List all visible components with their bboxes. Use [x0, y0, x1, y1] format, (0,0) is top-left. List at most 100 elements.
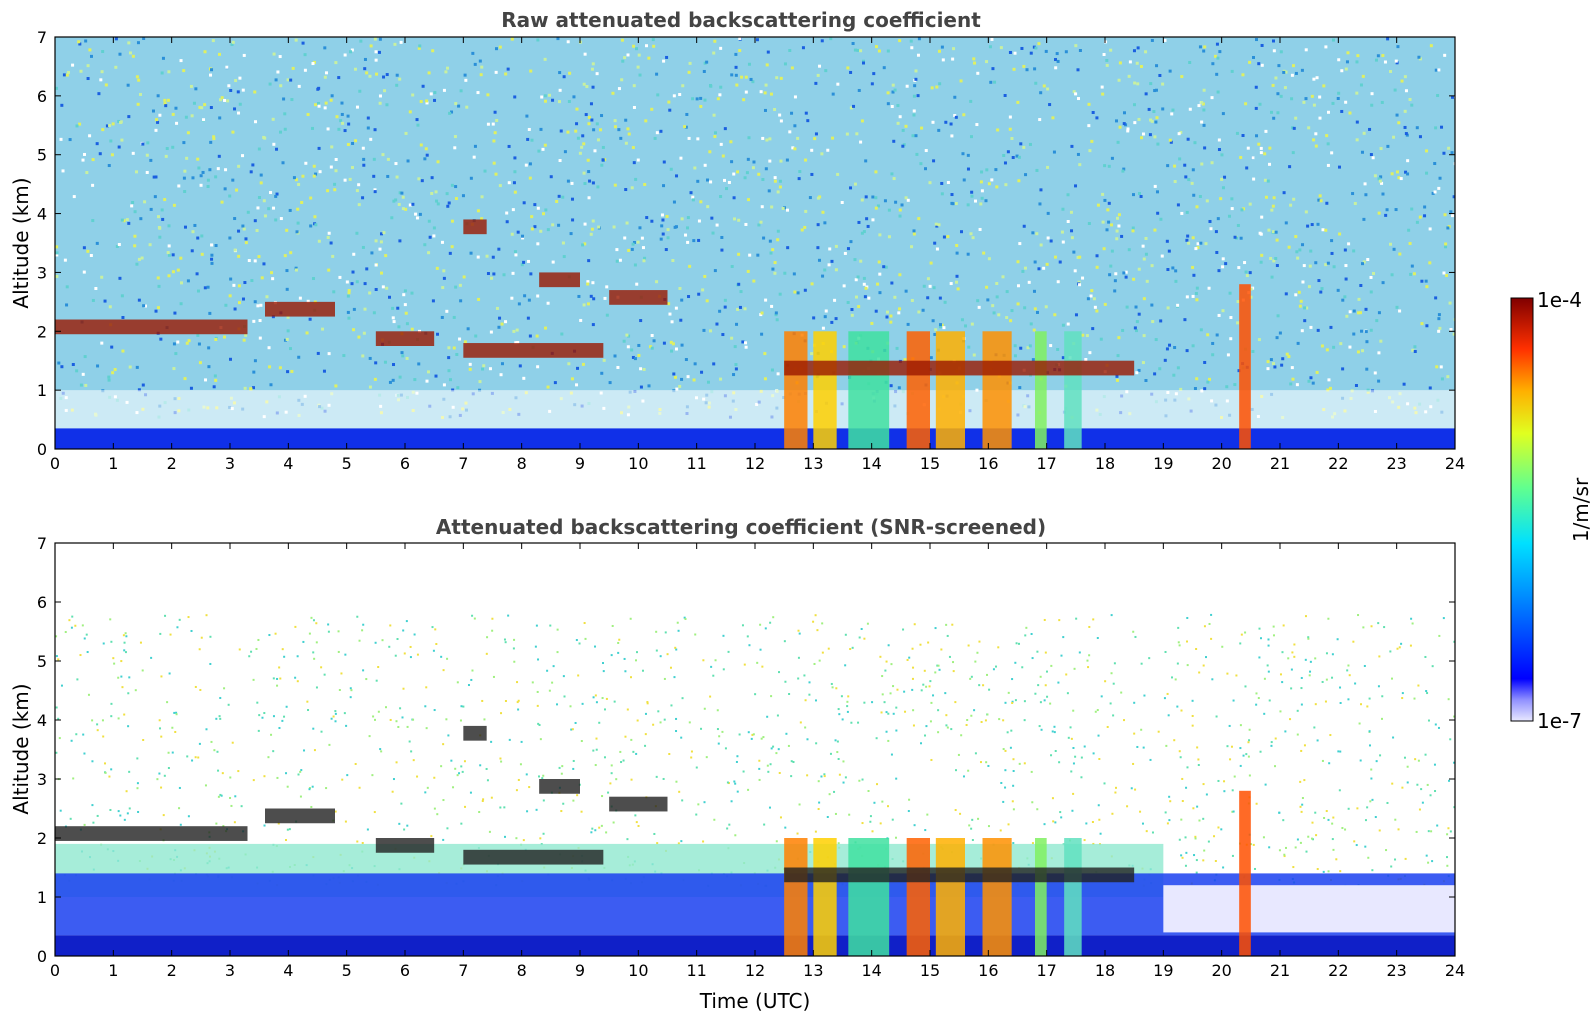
noise-speck — [396, 638, 399, 641]
noise-speck — [290, 98, 294, 102]
noise-speck — [442, 383, 446, 387]
noise-speck — [1078, 48, 1082, 52]
noise-speck — [202, 118, 206, 122]
noise-speck — [1448, 301, 1452, 305]
noise-speck — [655, 775, 658, 778]
cloud-layer — [609, 796, 668, 812]
noise-speck — [632, 750, 635, 753]
noise-speck — [984, 199, 988, 203]
noise-speck — [1425, 171, 1429, 175]
noise-speck — [906, 658, 909, 661]
noise-speck — [831, 686, 834, 689]
noise-speck — [1044, 684, 1047, 687]
noise-speck — [893, 88, 897, 92]
noise-speck — [1070, 737, 1073, 740]
noise-speck — [312, 277, 316, 281]
noise-speck — [445, 192, 449, 196]
noise-speck — [315, 686, 318, 689]
noise-speck — [516, 701, 519, 704]
noise-speck — [602, 662, 605, 665]
noise-speck — [256, 206, 260, 210]
noise-speck — [863, 701, 866, 704]
noise-speck — [1291, 151, 1295, 155]
noise-speck — [797, 677, 800, 680]
noise-speck — [1424, 655, 1427, 658]
noise-speck — [448, 251, 452, 255]
precipitation-column — [1239, 284, 1251, 449]
y-tick-label: 7 — [37, 534, 47, 553]
noise-speck — [1214, 230, 1218, 234]
noise-speck — [810, 172, 814, 176]
noise-speck — [454, 197, 458, 201]
noise-speck — [551, 260, 555, 264]
noise-speck — [250, 279, 254, 283]
noise-speck — [1195, 647, 1198, 650]
noise-speck — [120, 675, 123, 678]
noise-speck — [746, 157, 750, 161]
noise-speck — [989, 80, 993, 84]
noise-speck — [1307, 379, 1311, 383]
noise-speck — [797, 177, 801, 181]
noise-speck — [486, 272, 490, 276]
noise-speck — [664, 248, 668, 252]
noise-speck — [637, 53, 641, 57]
noise-speck — [830, 259, 834, 263]
noise-speck — [1015, 154, 1019, 158]
noise-speck — [480, 195, 484, 199]
noise-speck — [306, 700, 309, 703]
noise-speck — [1310, 94, 1314, 98]
noise-speck — [1208, 377, 1212, 381]
noise-speck — [741, 624, 744, 627]
noise-speck — [85, 171, 89, 175]
noise-speck — [172, 367, 176, 371]
noise-speck — [546, 301, 550, 305]
noise-speck — [1083, 839, 1086, 842]
noise-speck — [1132, 49, 1136, 53]
noise-speck — [219, 717, 222, 720]
noise-speck — [1029, 51, 1033, 55]
noise-speck — [1134, 635, 1137, 638]
noise-speck — [1325, 201, 1329, 205]
noise-speck — [942, 326, 946, 330]
noise-speck — [758, 767, 761, 770]
noise-speck — [1239, 156, 1243, 160]
x-tick-label: 8 — [517, 454, 527, 473]
noise-speck — [115, 244, 119, 248]
noise-speck — [1197, 758, 1200, 761]
noise-speck — [1114, 119, 1118, 123]
noise-speck — [253, 219, 257, 223]
noise-speck — [117, 243, 121, 247]
noise-speck — [469, 251, 473, 255]
noise-speck — [924, 829, 927, 832]
noise-speck — [723, 178, 727, 182]
x-tick-label: 10 — [628, 961, 648, 980]
noise-speck — [460, 765, 463, 768]
noise-speck — [156, 778, 159, 781]
noise-speck — [368, 735, 371, 738]
noise-speck — [332, 715, 335, 718]
noise-speck — [1303, 319, 1307, 323]
noise-speck — [1193, 854, 1196, 857]
noise-speck — [598, 721, 601, 724]
noise-speck — [841, 718, 844, 721]
noise-speck — [1211, 353, 1215, 357]
noise-speck — [1198, 671, 1201, 674]
noise-speck — [693, 166, 697, 170]
noise-speck — [761, 665, 764, 668]
noise-speck — [405, 322, 409, 326]
noise-speck — [1046, 165, 1050, 169]
noise-speck — [543, 94, 547, 98]
noise-speck — [966, 167, 970, 171]
noise-speck — [79, 654, 82, 657]
noise-speck — [976, 651, 979, 654]
noise-speck — [510, 232, 514, 236]
noise-speck — [301, 41, 305, 45]
cloud-layer — [375, 331, 435, 346]
noise-speck — [104, 771, 107, 774]
noise-speck — [259, 181, 263, 185]
noise-speck — [812, 620, 815, 623]
noise-speck — [171, 751, 174, 754]
noise-speck — [1169, 800, 1172, 803]
noise-speck — [1325, 652, 1328, 655]
noise-speck — [1052, 820, 1055, 823]
